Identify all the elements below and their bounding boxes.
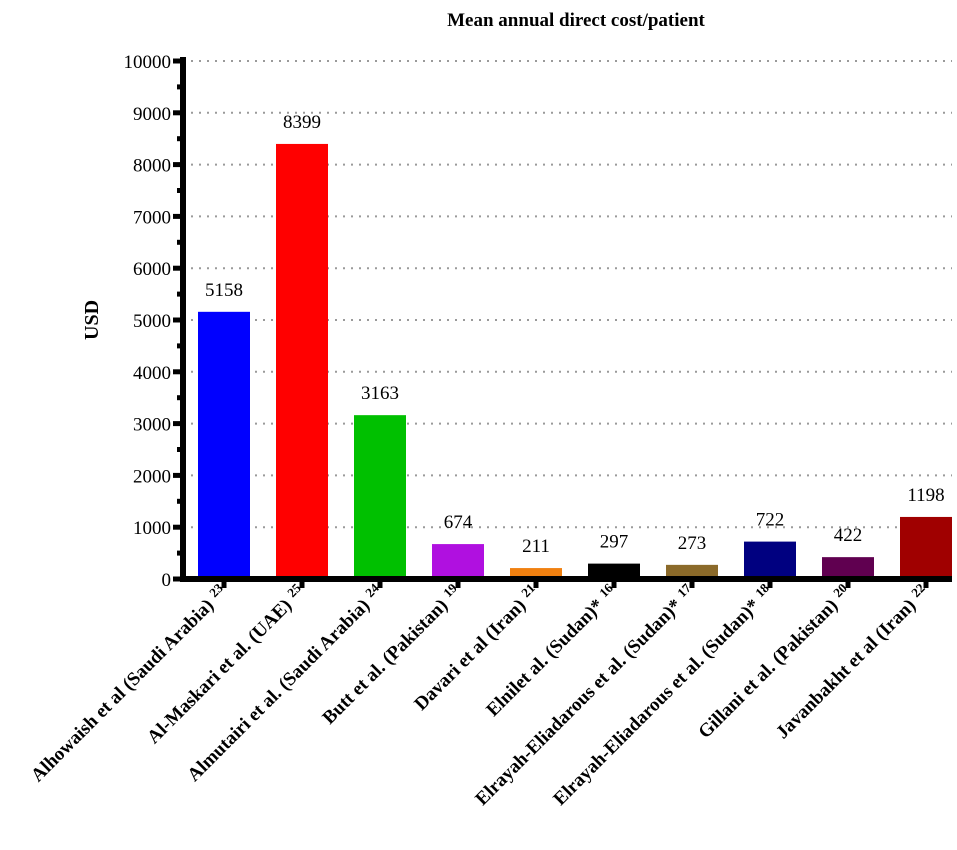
x-tick-label: Gillani et al. (Pakistan)20	[693, 580, 856, 743]
bar	[354, 415, 406, 579]
x-tick-label: Elnilet al. (Sudan)*16	[481, 580, 622, 721]
bar-value-label: 8399	[283, 112, 321, 133]
axes	[173, 57, 952, 588]
x-tick-label-text: Gillani et al. (Pakistan)	[694, 595, 842, 743]
bar	[588, 563, 640, 579]
y-tick-label: 0	[162, 570, 172, 591]
y-tick-label: 1000	[133, 518, 171, 539]
bar	[900, 516, 952, 579]
x-tick-label: Al-Maskari et al. (UAE)25	[142, 580, 310, 748]
y-tick-label: 6000	[133, 259, 171, 280]
bar	[198, 311, 250, 579]
chart-title: Mean annual direct cost/patient	[447, 10, 705, 31]
y-tick-label: 2000	[133, 466, 171, 487]
x-tick-label-text: Al-Maskari et al. (UAE)	[143, 595, 296, 748]
y-tick-label: 4000	[133, 363, 171, 384]
y-tick-label: 8000	[133, 156, 171, 177]
labels: 5158 8399 3163 674 211 297 273 722 422 1198 0 1000 2…	[27, 52, 945, 810]
bar-value-label: 674	[444, 512, 473, 533]
bar	[510, 568, 562, 579]
x-tick-label-text: Javanbakht et al (Iran)	[772, 595, 920, 743]
bar	[432, 544, 484, 579]
bar-value-label: 5158	[205, 280, 243, 301]
y-tick-label: 9000	[133, 104, 171, 125]
bar-value-label: 722	[756, 510, 785, 531]
bar	[276, 143, 328, 579]
bar	[666, 564, 718, 579]
bars	[198, 143, 952, 579]
bar	[744, 541, 796, 579]
bar-value-label: 297	[600, 532, 629, 553]
y-tick-label: 7000	[133, 207, 171, 228]
bar	[822, 557, 874, 579]
y-tick-label: 5000	[133, 311, 171, 332]
x-tick-label: Javanbakht et al (Iran)22	[771, 580, 934, 743]
bar-value-label: 1198	[907, 485, 944, 506]
y-tick-label: 10000	[124, 52, 172, 73]
x-tick-label: Butt et al. (Pakistan)19	[317, 580, 466, 729]
bar-value-label: 3163	[361, 383, 399, 404]
bar-value-label: 273	[678, 533, 707, 554]
y-axis-label: USD	[81, 300, 103, 340]
bar-value-label: 422	[834, 525, 863, 546]
bar-value-label: 211	[522, 536, 550, 557]
y-tick-label: 3000	[133, 415, 171, 436]
